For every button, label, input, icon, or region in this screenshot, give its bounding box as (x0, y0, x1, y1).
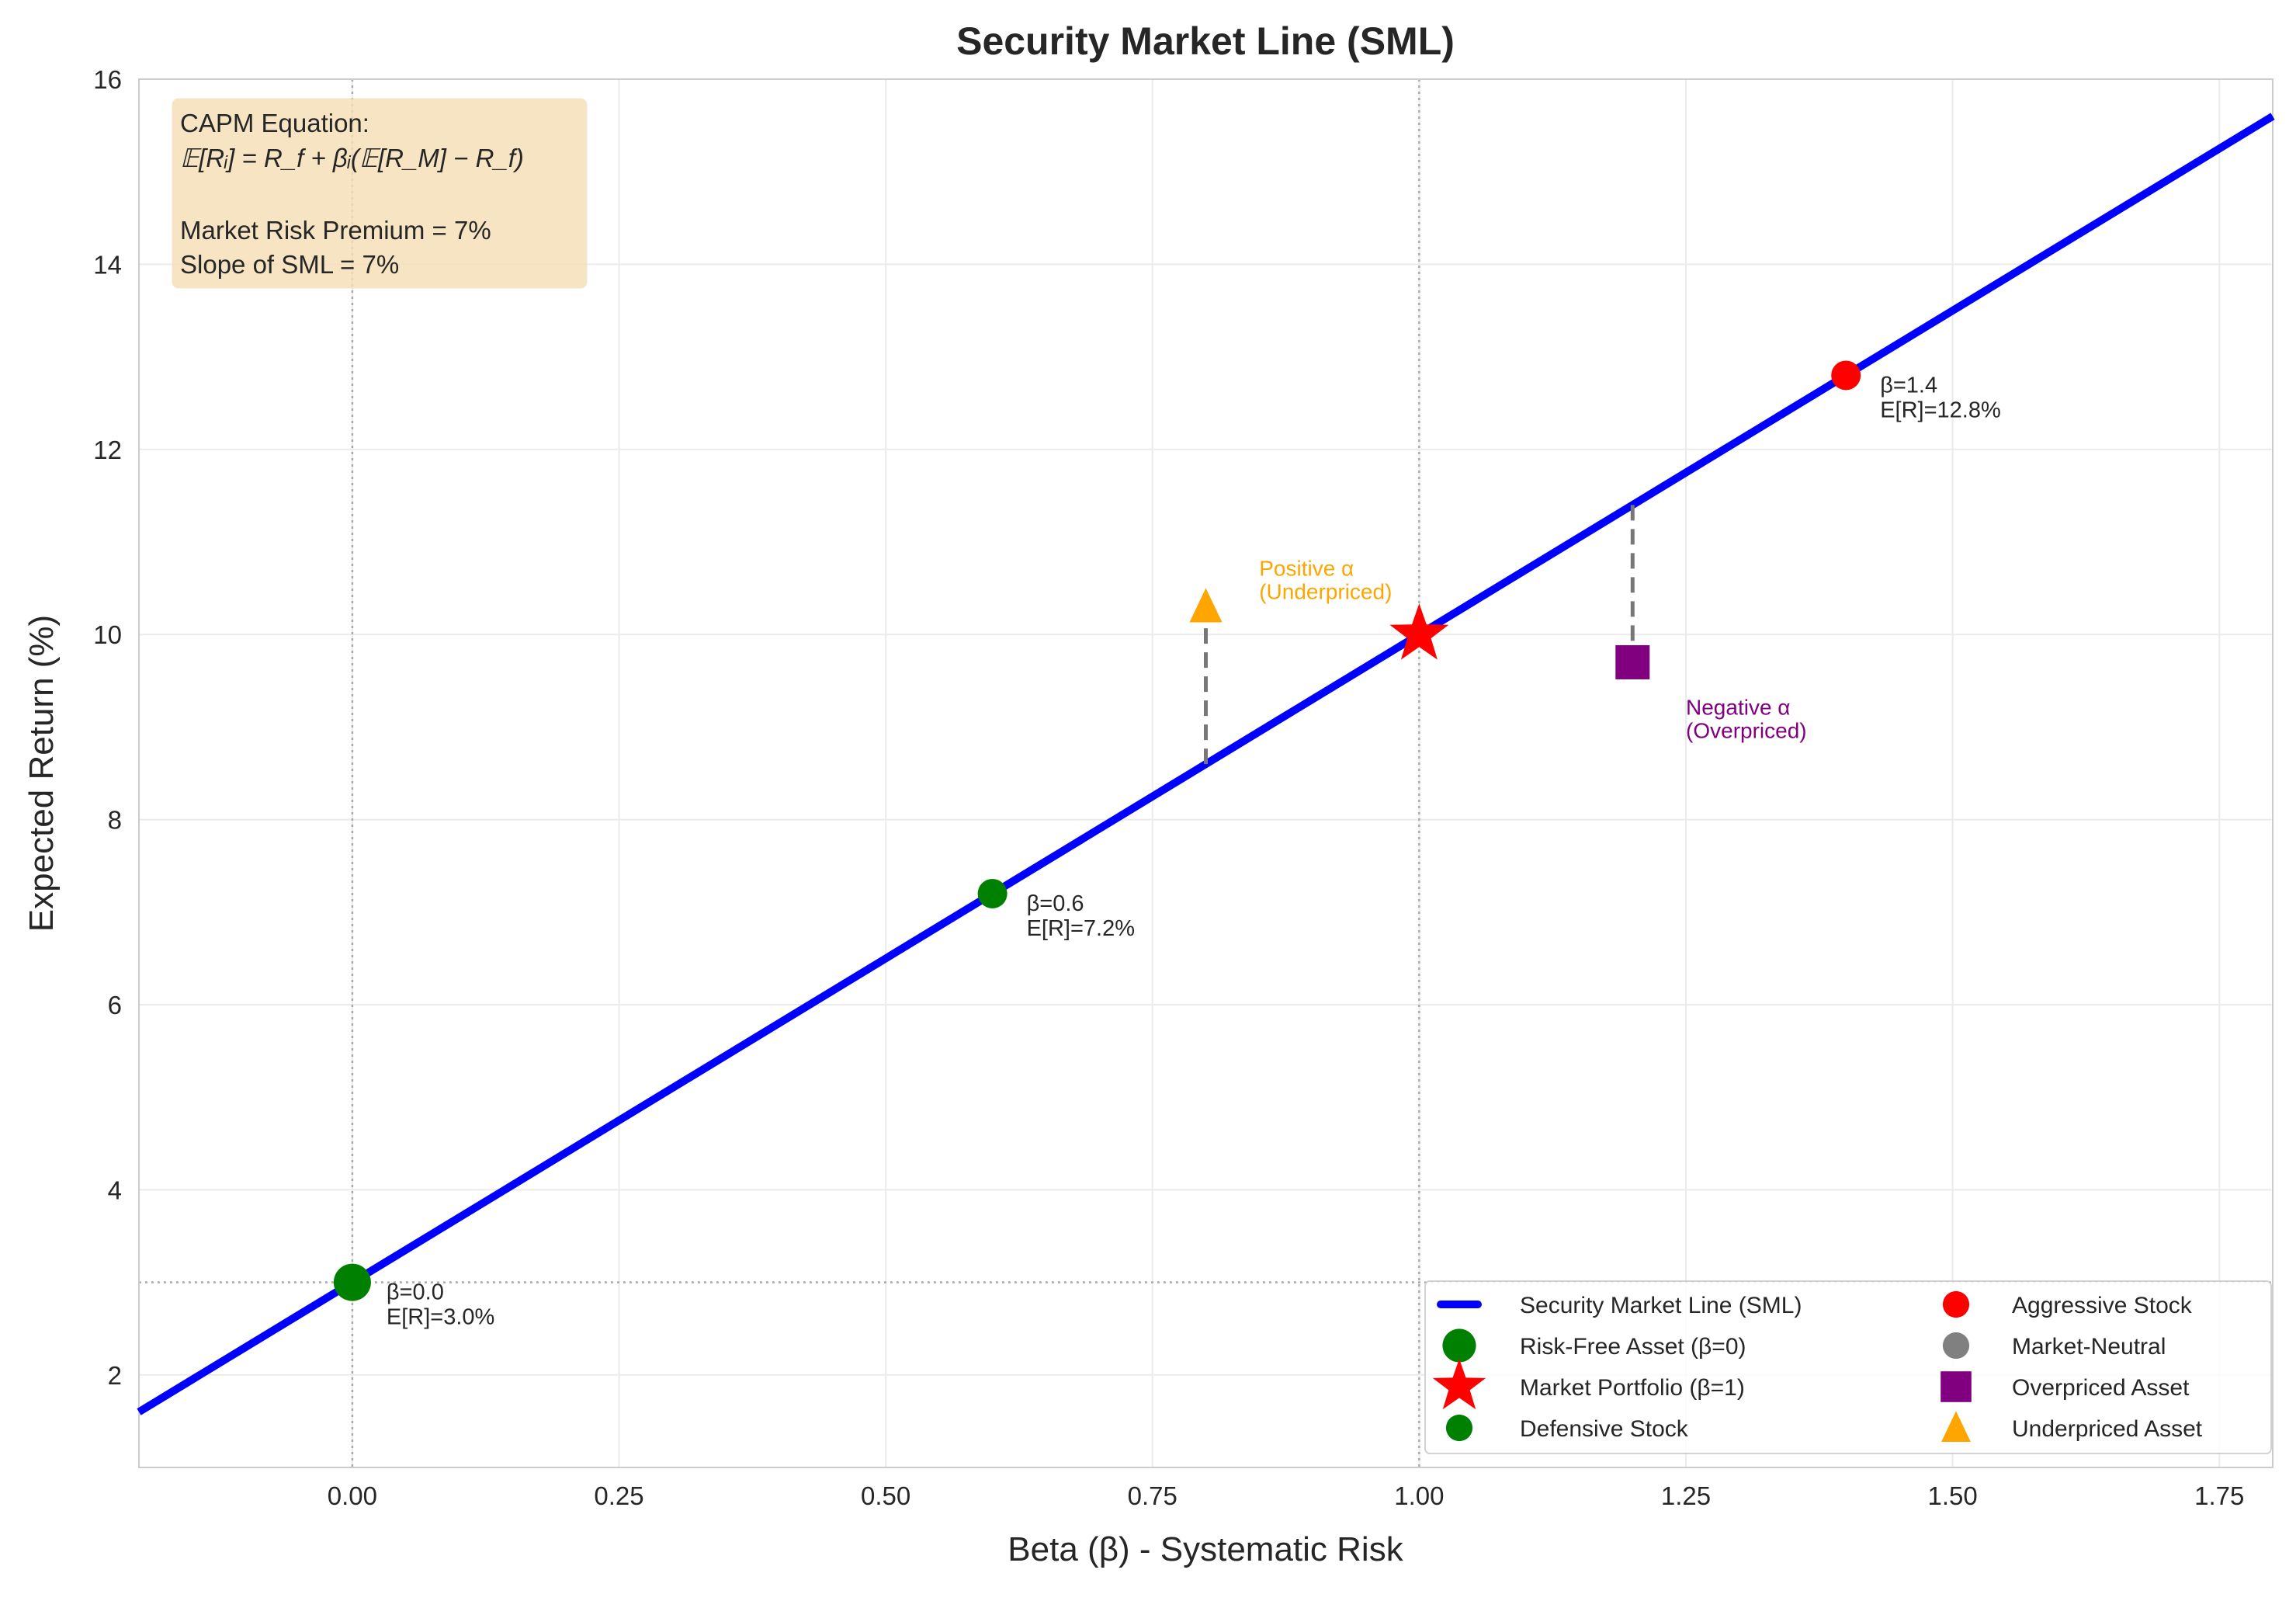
y-tick-label: 12 (93, 436, 122, 464)
legend-entry-label: Market Portfolio (β=1) (1520, 1375, 1745, 1401)
x-axis-label: Beta (β) - Systematic Risk (1008, 1530, 1403, 1568)
y-tick-label: 8 (108, 806, 122, 835)
x-tick-label: 0.50 (861, 1481, 910, 1510)
x-tick-label: 1.50 (1928, 1481, 1978, 1510)
y-tick-label: 6 (108, 991, 122, 1019)
legend-entry-label: Overpriced Asset (2012, 1375, 2190, 1401)
legend-entry-label: Security Market Line (SML) (1520, 1293, 1802, 1318)
ticks: 0.00 0.25 0.50 0.75 1.00 1.25 1.50 1.75 2 4 6 8 10 12… (93, 65, 2244, 1510)
risk-free-asset-0-marker (333, 1263, 371, 1301)
defensive-stock-marker (1445, 1414, 1473, 1442)
underpriced-asset-marker (1189, 588, 1223, 623)
x-tick-label: 0.75 (1128, 1481, 1177, 1510)
alpha-annotation: (Underpriced) (1259, 580, 1392, 604)
chart-title: Security Market Line (SML) (956, 19, 1455, 63)
info-box-line1: CAPM Equation: (180, 109, 369, 137)
info-box-line4: Slope of SML = 7% (180, 250, 399, 279)
capm-info-box: CAPM Equation: 𝔼[Rᵢ] = R_f + βᵢ(𝔼[R_M] −… (172, 98, 588, 289)
legend-entry-label: Risk-Free Asset (β=0) (1520, 1334, 1746, 1360)
alpha-annotation: Negative α (1686, 695, 1790, 719)
point-label: β=0.6 (1027, 891, 1084, 916)
point-label: E[R]=3.0% (387, 1305, 494, 1330)
info-box-line3: Market Risk Premium = 7% (180, 216, 491, 245)
aggressive-stock-marker (1831, 360, 1861, 391)
legend-entry-label: Market-Neutral (2012, 1334, 2166, 1360)
legend-entry-label: Aggressive Stock (2012, 1293, 2193, 1318)
risk-free-asset-0-marker (1442, 1328, 1476, 1363)
y-tick-label: 14 (93, 250, 122, 279)
x-tick-label: 0.00 (328, 1481, 377, 1510)
point-label: β=0.0 (387, 1280, 444, 1305)
point-label: E[R]=12.8% (1880, 398, 2001, 422)
info-box-equation: 𝔼[Rᵢ] = R_f + βᵢ(𝔼[R_M] − R_f) (180, 144, 524, 172)
market-portfolio-1-marker (1389, 603, 1449, 660)
legend: Security Market Line (SML) Risk-Free Asse… (1424, 1280, 2272, 1454)
alpha-annotation: (Overpriced) (1686, 718, 1807, 742)
legend-entry-label: Underpriced Asset (2012, 1416, 2203, 1442)
legend-entry-label: Defensive Stock (1520, 1416, 1689, 1442)
point-label: E[R]=7.2% (1027, 916, 1135, 941)
aggressive-stock-marker (1942, 1290, 1970, 1318)
plot-frame (138, 78, 2273, 1468)
x-tick-label: 1.75 (2194, 1481, 2244, 1510)
market-portfolio-1-marker (1432, 1359, 1486, 1410)
y-tick-label: 16 (93, 65, 122, 94)
underpriced-asset-marker (1941, 1411, 1971, 1442)
y-tick-label: 4 (108, 1176, 122, 1204)
point-label: β=1.4 (1880, 373, 1937, 398)
marks: β=0.0E[R]=3.0% β=0.6E[R]=7.2% β=1.4E[R]=12… (137, 113, 2275, 1415)
y-axis-label: Expected Return (%) (23, 615, 61, 932)
x-tick-label: 1.25 (1661, 1481, 1711, 1510)
y-tick-label: 10 (93, 620, 122, 649)
alpha-annotation: Positive α (1259, 557, 1354, 581)
info-box-background (172, 98, 588, 289)
x-tick-label: 1.00 (1394, 1481, 1444, 1510)
defensive-stock-marker (977, 878, 1008, 908)
y-tick-label: 2 (108, 1361, 122, 1390)
overpriced-asset-marker (1615, 644, 1650, 679)
market-neutral-marker (1942, 1332, 1970, 1360)
legend-frame (1424, 1280, 2272, 1454)
x-tick-label: 0.25 (594, 1481, 643, 1510)
overpriced-asset-marker (1941, 1371, 1972, 1402)
